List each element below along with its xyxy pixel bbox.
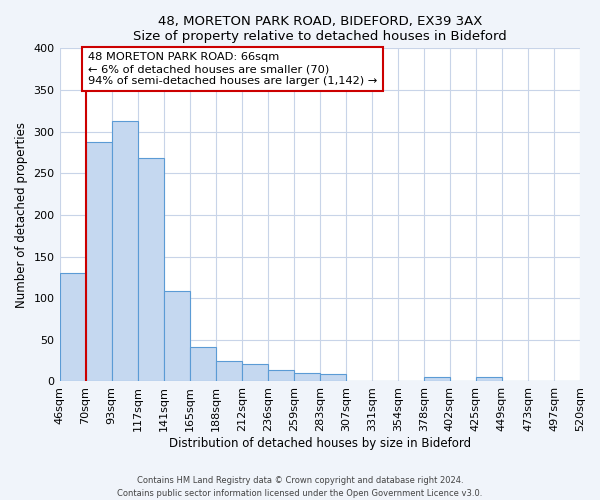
X-axis label: Distribution of detached houses by size in Bideford: Distribution of detached houses by size … [169, 437, 471, 450]
Bar [190, 348, 215, 382]
Title: 48, MORETON PARK ROAD, BIDEFORD, EX39 3AX
Size of property relative to detached : 48, MORETON PARK ROAD, BIDEFORD, EX39 3A… [133, 15, 506, 43]
Bar [320, 374, 346, 382]
Bar [215, 360, 242, 382]
Bar [59, 273, 86, 382]
Bar [476, 378, 502, 382]
Bar [112, 121, 137, 382]
Text: 48 MORETON PARK ROAD: 66sqm
← 6% of detached houses are smaller (70)
94% of semi: 48 MORETON PARK ROAD: 66sqm ← 6% of deta… [88, 52, 377, 86]
Y-axis label: Number of detached properties: Number of detached properties [15, 122, 28, 308]
Text: Contains HM Land Registry data © Crown copyright and database right 2024.
Contai: Contains HM Land Registry data © Crown c… [118, 476, 482, 498]
Bar [86, 142, 112, 382]
Bar [424, 378, 450, 382]
Bar [164, 290, 190, 382]
Bar [137, 158, 164, 382]
Bar [268, 370, 294, 382]
Bar [294, 373, 320, 382]
Bar [242, 364, 268, 382]
